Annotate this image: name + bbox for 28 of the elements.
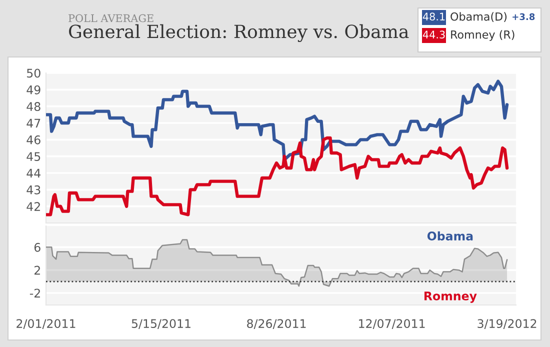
y-tick-label: 50 [27,68,40,78]
legend-label: Romney (R) [451,30,514,41]
legend-label: Obama(D) [450,12,507,22]
text: 44.3 [422,30,445,39]
y-tick-label: 44 [26,168,40,178]
y-tick-label: 46 [26,135,40,144]
line-series [46,136,509,216]
chart-subtitle: POLL AVERAGE [68,14,154,22]
y-tick-label: -2 [30,288,40,298]
annotation: Obama [427,231,473,240]
x-tick-label: 5/15/2011 [132,319,190,329]
y-tick-label: 2 [34,266,40,275]
y-tick-label: 47 [26,118,40,128]
y-tick-label: 6 [34,242,40,252]
y-tick-label: 48 [26,102,40,111]
text: 48.1 [422,12,445,21]
y-tick-label: 42 [26,202,40,211]
chart-title: General Election: Romney vs. Obama [69,24,409,42]
y-tick-label: 49 [26,85,40,94]
x-tick-label: 8/26/2011 [247,319,306,329]
annotation: Romney [424,292,477,303]
line-series [46,80,509,162]
x-tick-label: 3/19/2012 [478,319,536,329]
y-tick-label: 43 [26,185,40,194]
x-tick-label: 2/01/2011 [16,319,76,329]
x-tick-label: 12/07/2011 [359,319,425,329]
y-tick-label: 45 [26,152,40,161]
text: +3.8 [512,13,535,20]
